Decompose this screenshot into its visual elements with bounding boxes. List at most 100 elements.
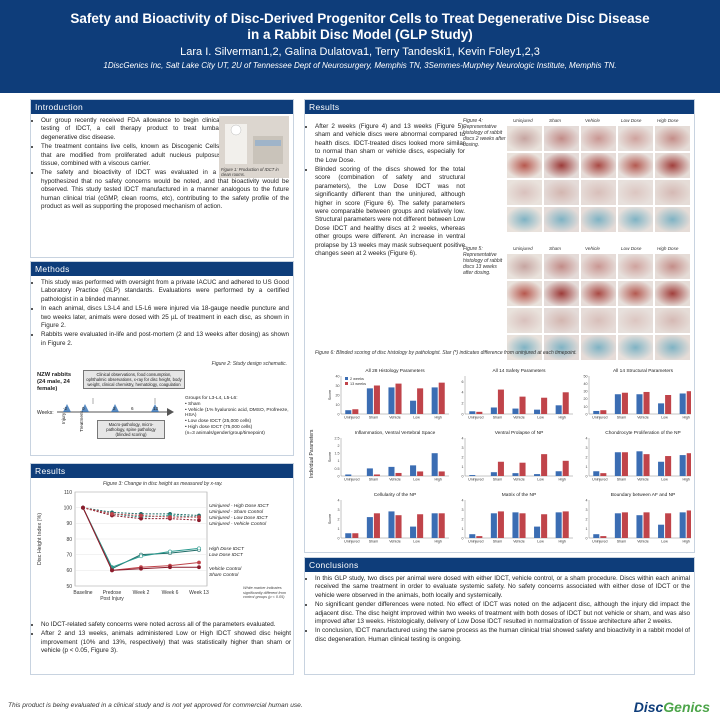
x-tick-label: Low [413,416,420,420]
x-tick-label: Low [413,478,420,482]
x-tick-label: High [558,478,565,482]
panel-score-label: Score [327,513,332,524]
bar-2-weeks [679,455,686,476]
y-tick-label: 0 [338,412,340,416]
histology-image [581,207,616,232]
bar-13-weeks [643,512,650,538]
bar-2-weeks [490,513,497,538]
histology-image [655,207,690,232]
histology-image [581,153,616,178]
data-point [197,546,201,551]
y-tick-label: 2.5 [335,436,340,440]
x-tick-label: Vehicle [637,478,649,482]
legend-entry: High Dose IDCT [209,547,244,552]
histology-image [618,126,653,151]
legend-swatch [345,382,348,385]
bar-2-weeks [366,468,373,476]
bar-2-weeks [410,465,417,476]
x-tick-label: High [558,416,565,420]
histology-column-label: Vehicle [585,118,600,123]
fig4-caption: Figure 4: Representative histology of ra… [463,118,506,148]
treatment-label: Treatment [79,411,84,432]
histology-column-label: Sham [549,246,562,251]
bar-2-weeks [431,387,438,414]
bar-13-weeks [665,456,672,476]
histology-image [618,254,653,279]
introduction-bullets: Our group recently received FDA allowanc… [31,117,221,168]
x-tick-label: Week 6 [162,590,179,596]
results-right-bullets: After 2 weeks (Figure 4) and 13 weeks (F… [305,123,465,260]
x-tick-label: Vehicle [389,478,401,482]
bar-13-weeks [600,410,607,414]
conclusions-bullet-2: No significant gender differences were n… [315,601,690,626]
panel-score-label: Score [327,389,332,400]
methods-bullets: This study was performed with oversight … [31,279,293,348]
x-tick-label: High [558,540,565,544]
week-tick: -2 [63,406,68,411]
histology-image [507,180,542,205]
bar-2-weeks [469,475,476,476]
y-tick-label: 70 [66,552,72,558]
bar-13-weeks [562,392,569,414]
y-tick-label: 2 [338,517,340,521]
week-tick: 6 [131,406,134,411]
legend-label: 13 weeks [350,382,366,386]
y-tick-label: 3 [338,508,340,512]
histology-image [655,308,690,333]
clean-room-photo: Figure 1: Production of IDCT in clean ro… [219,116,289,178]
legend-entry: Sham Control [209,573,239,578]
x-tick-label: Vehicle [389,540,401,544]
x-tick-label: Vehicle [637,416,649,420]
histology-image [581,281,616,306]
x-tick-label: Vehicle [637,540,649,544]
bar-2-weeks [555,512,562,538]
study-schematic: NZW rabbits (24 male, 24 female) Clinica… [35,370,289,452]
bar-13-weeks [497,511,504,538]
methods-heading: Methods [31,262,293,276]
bar-2-weeks [388,511,395,538]
x-tick-label: Week 13 [189,590,209,596]
y-tick-label: 6 [462,380,464,384]
results-left-bullet-2: After 2 and 13 weeks, animals administer… [41,630,291,655]
bar-13-weeks [497,461,504,476]
fig3-legend-top: Uninjured - High Dose IDCT Uninjured - S… [209,504,269,528]
bar-13-weeks [519,513,526,538]
panel-score-label: Score [327,451,332,462]
histology-image [618,207,653,232]
x-tick-label: Low [537,478,544,482]
bar-2-weeks [345,410,352,414]
x-tick-label: Sham [369,540,378,544]
x-tick-label: Low [661,478,668,482]
bar-2-weeks [410,526,417,538]
bar-2-weeks [512,512,519,538]
data-point [81,505,85,510]
groups-title: Groups for L3-L4, L5-L6: [185,396,238,401]
bar-2-weeks [534,526,541,538]
intro-bullet-3: The safety and bioactivity of IDCT was e… [41,169,293,211]
histology-image [581,254,616,279]
x-tick-label: Uninjured [344,416,359,420]
y-tick-label: 2 [338,444,340,448]
y-tick-label: 1.5 [335,452,340,456]
y-tick-label: 3 [586,446,588,450]
x-tick-label: Post Injury [100,596,124,602]
intro-bullet-1: Our group recently received FDA allowanc… [41,117,221,142]
histology-image [507,153,542,178]
poster-header: Safety and Bioactivity of Disc-Derived P… [0,0,720,93]
bar-2-weeks [555,471,562,476]
bar-2-weeks [366,517,373,538]
x-tick-label: Sham [493,416,502,420]
logo-genics: Genics [663,699,710,715]
bar-2-weeks [679,512,686,538]
poster-footer: This product is being evaluated in a cli… [0,697,720,720]
introduction-heading: Introduction [31,100,293,114]
histology-image [544,281,579,306]
histology-column-label: High Dose [657,246,679,251]
legend-label: 2 weeks [350,377,364,381]
y-tick-label: 30 [584,390,588,394]
y-tick-label: 0 [462,536,464,540]
group-item: • Vehicle (1% hyaluronic acid, DMSO, Pro… [185,407,289,419]
x-tick-label: Vehicle [513,540,525,544]
histology-image [618,180,653,205]
bar-13-weeks [373,513,380,538]
